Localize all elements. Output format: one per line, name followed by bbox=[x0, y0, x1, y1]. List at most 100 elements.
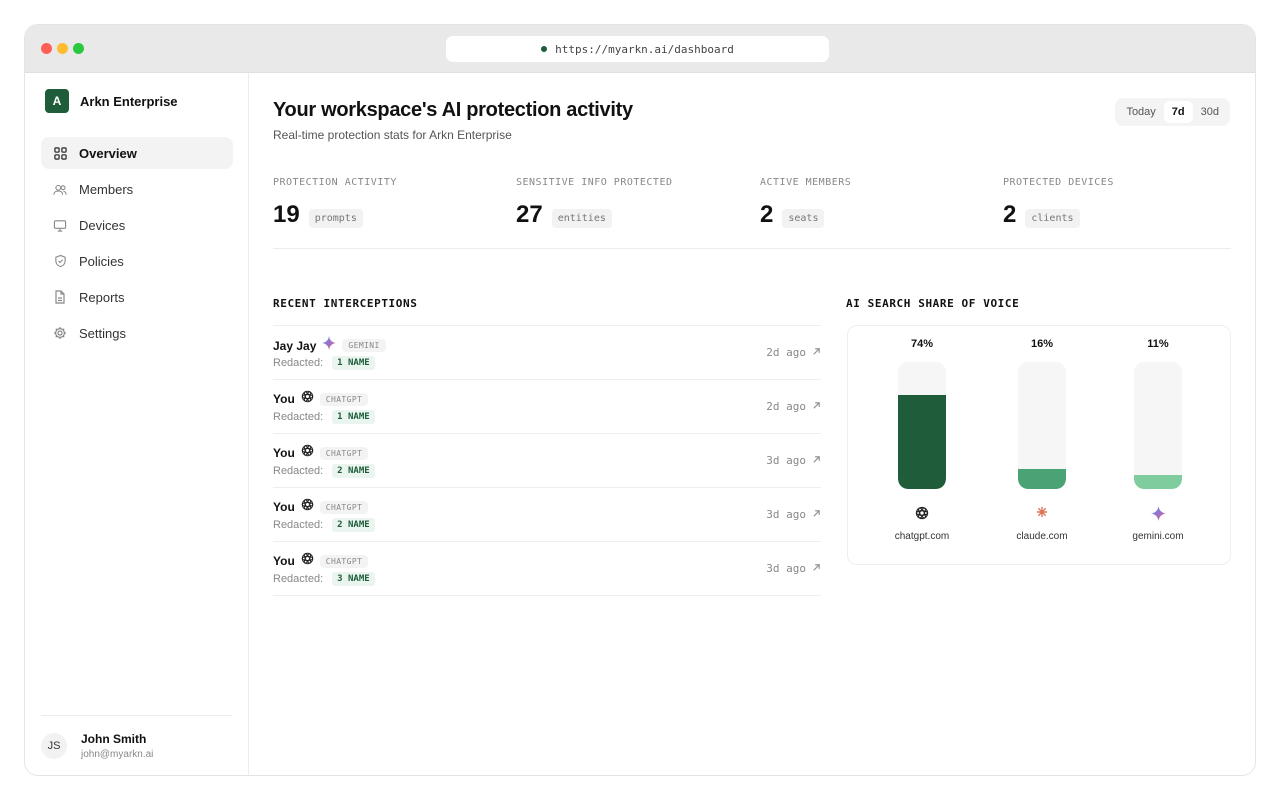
stats-row: PROTECTION ACTIVITY 19 prompts SENSITIVE… bbox=[273, 177, 1231, 249]
interception-time: 2d ago bbox=[766, 400, 806, 413]
interceptions-list: Jay Jay GEMINI Redacted: 1 NAME 2d ago bbox=[273, 325, 821, 596]
bar-fill bbox=[1134, 475, 1182, 489]
interception-time: 2d ago bbox=[766, 346, 806, 359]
sidebar-nav: Overview Members Devices Policies bbox=[41, 137, 233, 353]
close-window-button[interactable] bbox=[41, 43, 52, 54]
users-icon bbox=[53, 182, 67, 196]
stat-value: 27 bbox=[516, 201, 543, 228]
redacted-label: Redacted: bbox=[273, 411, 324, 423]
address-bar[interactable]: https://myarkn.ai/dashboard bbox=[446, 36, 829, 62]
redacted-badge: 2 NAME bbox=[332, 518, 375, 532]
bar-percent-label: 16% bbox=[1030, 338, 1054, 350]
interception-row[interactable]: You CHATGPT Redacted: 1 NAME 2d ago bbox=[273, 380, 821, 434]
sidebar-item-overview[interactable]: Overview bbox=[41, 137, 233, 169]
workspace-brand[interactable]: A Arkn Enterprise bbox=[45, 89, 178, 113]
stat-unit: seats bbox=[782, 208, 825, 228]
page-title: Your workspace's AI protection activity bbox=[273, 99, 633, 121]
redacted-badge: 1 NAME bbox=[332, 356, 375, 370]
sidebar-item-label: Members bbox=[79, 181, 134, 197]
sidebar-item-label: Policies bbox=[79, 253, 124, 269]
interception-row[interactable]: Jay Jay GEMINI Redacted: 1 NAME 2d ago bbox=[273, 326, 821, 380]
stat-unit: entities bbox=[551, 208, 612, 228]
stat-value: 2 bbox=[760, 201, 774, 228]
stat-unit: clients bbox=[1025, 208, 1080, 228]
workspace-logo: A bbox=[45, 89, 69, 113]
bar-percent-label: 74% bbox=[910, 338, 934, 350]
sidebar-item-label: Settings bbox=[79, 325, 126, 341]
share-of-voice-chart: 74% chatgpt.com 16% claude.com bbox=[847, 325, 1231, 565]
stat-protected-devices: PROTECTED DEVICES 2 clients bbox=[1003, 177, 1114, 229]
redacted-badge: 1 NAME bbox=[332, 410, 375, 424]
stat-unit: prompts bbox=[308, 208, 363, 228]
interception-user: You bbox=[273, 446, 295, 460]
source-badge: CHATGPT bbox=[319, 500, 369, 514]
sidebar-item-policies[interactable]: Policies bbox=[41, 245, 233, 277]
grid-icon bbox=[53, 146, 67, 160]
stat-active-members: ACTIVE MEMBERS 2 seats bbox=[760, 177, 851, 229]
stat-label: SENSITIVE INFO PROTECTED bbox=[516, 177, 673, 188]
sidebar: A Arkn Enterprise Overview Members De bbox=[25, 73, 249, 775]
range-option-today[interactable]: Today bbox=[1126, 106, 1156, 118]
date-range-toggle: Today 7d 30d bbox=[1115, 98, 1230, 126]
monitor-icon bbox=[53, 218, 67, 232]
share-of-voice-title: AI SEARCH SHARE OF VOICE bbox=[846, 297, 1020, 310]
arrow-up-right-icon[interactable] bbox=[812, 509, 821, 521]
maximize-window-button[interactable] bbox=[73, 43, 84, 54]
redacted-badge: 3 NAME bbox=[332, 572, 375, 586]
claude-icon bbox=[984, 506, 1100, 518]
gear-icon bbox=[53, 326, 67, 340]
interception-user: You bbox=[273, 500, 295, 514]
sidebar-item-reports[interactable]: Reports bbox=[41, 281, 233, 313]
stat-value: 19 bbox=[273, 201, 300, 228]
stat-sensitive-info: SENSITIVE INFO PROTECTED 27 entities bbox=[516, 177, 673, 229]
sidebar-item-label: Devices bbox=[79, 217, 126, 233]
document-icon bbox=[53, 290, 67, 304]
redacted-badge: 2 NAME bbox=[332, 464, 375, 478]
source-badge: CHATGPT bbox=[319, 392, 369, 406]
avatar: JS bbox=[41, 732, 67, 759]
user-email: john@myarkn.ai bbox=[81, 748, 154, 760]
address-url: https://myarkn.ai/dashboard bbox=[555, 42, 734, 56]
range-option-30d[interactable]: 30d bbox=[1200, 106, 1219, 118]
stat-value: 2 bbox=[1003, 201, 1017, 228]
chatgpt-icon bbox=[301, 498, 314, 516]
redacted-label: Redacted: bbox=[273, 519, 324, 531]
sidebar-item-label: Reports bbox=[79, 289, 125, 305]
redacted-label: Redacted: bbox=[273, 465, 324, 477]
page-subtitle: Real-time protection stats for Arkn Ente… bbox=[273, 128, 512, 142]
sidebar-item-members[interactable]: Members bbox=[41, 173, 233, 205]
interception-user: Jay Jay bbox=[273, 338, 317, 353]
bar-category-label: chatgpt.com bbox=[894, 531, 950, 542]
minimize-window-button[interactable] bbox=[57, 43, 68, 54]
user-profile[interactable]: JS John Smith john@myarkn.ai bbox=[41, 715, 232, 775]
browser-window: https://myarkn.ai/dashboard A Arkn Enter… bbox=[24, 24, 1256, 776]
sidebar-item-devices[interactable]: Devices bbox=[41, 209, 233, 241]
arrow-up-right-icon[interactable] bbox=[812, 347, 821, 359]
interception-user: You bbox=[273, 392, 295, 406]
shield-icon bbox=[53, 254, 67, 268]
bar-category-label: claude.com bbox=[1016, 531, 1068, 542]
main-content: Your workspace's AI protection activity … bbox=[249, 73, 1255, 775]
user-name: John Smith bbox=[81, 731, 147, 746]
sidebar-item-settings[interactable]: Settings bbox=[41, 317, 233, 349]
bar-track bbox=[898, 362, 946, 489]
interception-row[interactable]: You CHATGPT Redacted: 2 NAME 3d ago bbox=[273, 434, 821, 488]
interception-time: 3d ago bbox=[766, 562, 806, 575]
interception-row[interactable]: You CHATGPT Redacted: 3 NAME 3d ago bbox=[273, 542, 821, 596]
arrow-up-right-icon[interactable] bbox=[812, 563, 821, 575]
arrow-up-right-icon[interactable] bbox=[812, 401, 821, 413]
arrow-up-right-icon[interactable] bbox=[812, 455, 821, 467]
interception-time: 3d ago bbox=[766, 508, 806, 521]
workspace-name: Arkn Enterprise bbox=[80, 93, 178, 109]
gemini-icon bbox=[1100, 506, 1216, 521]
stat-label: ACTIVE MEMBERS bbox=[760, 177, 852, 188]
interceptions-title: RECENT INTERCEPTIONS bbox=[273, 297, 418, 310]
sidebar-item-label: Overview bbox=[79, 145, 137, 161]
source-badge: CHATGPT bbox=[319, 446, 369, 460]
stat-label: PROTECTED DEVICES bbox=[1003, 177, 1114, 188]
interception-row[interactable]: You CHATGPT Redacted: 2 NAME 3d ago bbox=[273, 488, 821, 542]
stat-protection-activity: PROTECTION ACTIVITY 19 prompts bbox=[273, 177, 397, 229]
interception-time: 3d ago bbox=[766, 454, 806, 467]
range-option-7d[interactable]: 7d bbox=[1163, 101, 1193, 123]
redacted-label: Redacted: bbox=[273, 573, 324, 585]
